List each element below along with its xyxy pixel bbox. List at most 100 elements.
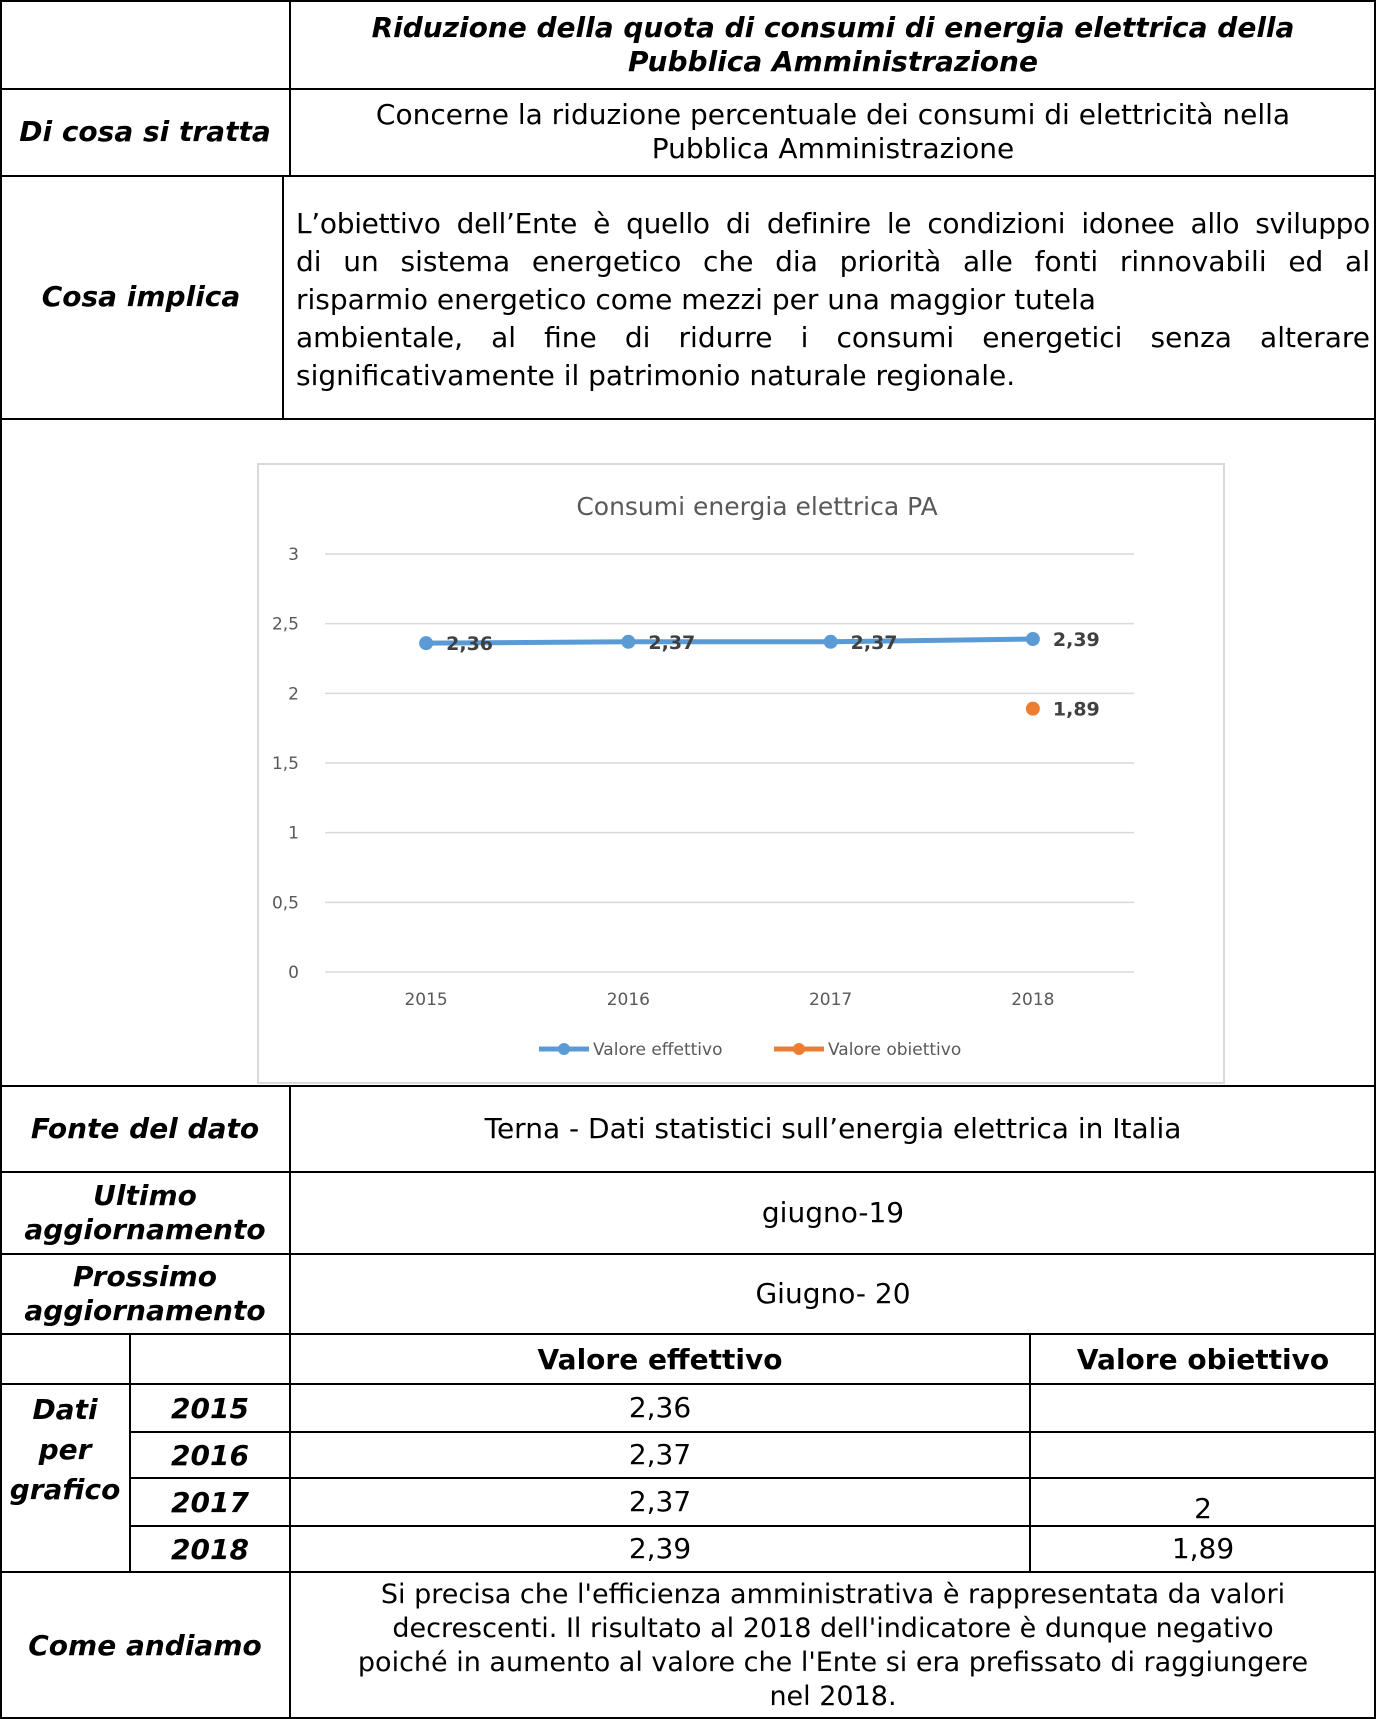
legend-marker (793, 1043, 805, 1055)
x-tick-label: 2016 (607, 990, 650, 1010)
chart-container: Consumi energia elettrica PA 0 0,5 1 1,5 2 2,… (257, 463, 1225, 1084)
ultimo-text: giugno-19 (761, 1196, 905, 1229)
cosa-implica-label-cell: Cosa implica (0, 176, 282, 418)
table-border (0, 88, 1376, 90)
effettivo-value: 2,37 (628, 1438, 692, 1471)
col-header-obiettivo-text: Valore obiettivo (1076, 1342, 1330, 1376)
ultimo-label-2: aggiornamento (24, 1213, 266, 1246)
fonte-label: Fonte del dato (30, 1112, 260, 1145)
come-andiamo-label-cell: Come andiamo (0, 1572, 290, 1719)
prossimo-text-cell: Giugno- 20 (290, 1254, 1376, 1334)
data-point (823, 634, 838, 649)
col-header-effettivo-text: Valore effettivo (537, 1342, 783, 1376)
table-border (129, 1334, 131, 1572)
ultimo-text-cell: giugno-19 (290, 1172, 1376, 1254)
legend-label: Valore obiettivo (828, 1040, 961, 1060)
year-label: 2016 (171, 1438, 249, 1472)
table-border (1029, 1334, 1031, 1572)
x-tick-label: 2018 (1011, 990, 1054, 1010)
col-header-effettivo: Valore effettivo (290, 1334, 1030, 1384)
y-tick-label: 1,5 (272, 754, 299, 774)
di-cosa-label: Di cosa si tratta (19, 115, 271, 148)
table-border (289, 1086, 291, 1719)
y-tick-label: 1 (288, 824, 299, 844)
line-chart: Consumi energia elettrica PA 0 0,5 1 1,5 2 2,… (272, 492, 1134, 1060)
effettivo-cell: 2,37 (290, 1478, 1030, 1526)
effettivo-value: 2,37 (628, 1485, 692, 1518)
prossimo-label-2: aggiornamento (24, 1294, 266, 1327)
come-andiamo-line: nel 2018. (769, 1680, 897, 1712)
effettivo-value: 2,36 (628, 1391, 692, 1424)
data-label: 2,37 (851, 632, 898, 654)
table-border (0, 1171, 1376, 1173)
dati-per-grafico-label: Dati per grafico (0, 1384, 130, 1572)
data-point (621, 634, 636, 649)
table-border-top (0, 0, 1376, 2)
table-border-bottom (0, 1717, 1376, 1719)
table-border (0, 1333, 1376, 1335)
data-point (419, 636, 434, 651)
come-andiamo-label: Come andiamo (28, 1628, 262, 1662)
legend-label: Valore effettivo (593, 1040, 722, 1060)
prossimo-label-1: Prossimo (72, 1260, 218, 1293)
ultimo-label-cell: Ultimo aggiornamento (0, 1172, 290, 1254)
effettivo-cell: 2,37 (290, 1432, 1030, 1478)
y-tick-label: 2,5 (272, 615, 299, 635)
come-andiamo-line: Si precisa che l'efficienza amministrati… (380, 1578, 1286, 1610)
fonte-text-cell: Terna - Dati statistici sull’energia ele… (290, 1086, 1376, 1172)
year-cell: 2015 (130, 1384, 290, 1432)
dati-label-line: per (38, 1433, 92, 1466)
ultimo-label-1: Ultimo (93, 1179, 197, 1212)
chart-title: Consumi energia elettrica PA (576, 492, 937, 521)
data-label: 2,37 (648, 632, 695, 654)
obiettivo-cell: 1,89 (1030, 1526, 1376, 1572)
y-tick-label: 2 (288, 684, 299, 704)
table-border (0, 1571, 1376, 1573)
data-point (1025, 631, 1040, 646)
di-cosa-text-cell: Concerne la riduzione percentuale dei co… (290, 88, 1376, 176)
obiettivo-cell: 2 (1030, 1478, 1376, 1526)
table-border (289, 0, 291, 176)
year-label: 2017 (171, 1485, 249, 1519)
legend-marker (558, 1043, 570, 1055)
cosa-implica-label: Cosa implica (41, 280, 241, 313)
come-andiamo-line: decrescenti. Il risultato al 2018 dell'i… (392, 1612, 1274, 1644)
table-border (130, 1477, 1376, 1479)
series-line (426, 636, 1033, 646)
data-label: 1,89 (1053, 699, 1100, 721)
prossimo-label-cell: Prossimo aggiornamento (0, 1254, 290, 1334)
table-border-right (1374, 0, 1376, 1719)
document-title: Riduzione della quota di consumi di ener… (290, 2, 1376, 88)
dati-label-line: Dati (32, 1393, 98, 1426)
table-border (282, 176, 284, 419)
year-label: 2015 (171, 1391, 249, 1425)
table-border (0, 1253, 1376, 1255)
y-tick-label: 0 (288, 963, 299, 983)
y-tick-label: 3 (288, 545, 299, 565)
cosa-implica-text: L’obiettivo dell’Ente è quello di defini… (296, 205, 1370, 395)
year-label: 2018 (171, 1532, 249, 1566)
effettivo-value: 2,39 (628, 1532, 692, 1565)
year-cell: 2017 (130, 1478, 290, 1526)
table-border (0, 1085, 1376, 1087)
di-cosa-text: Concerne la riduzione percentuale dei co… (375, 98, 1291, 165)
year-cell: 2016 (130, 1432, 290, 1478)
table-border (130, 1431, 1376, 1433)
effettivo-cell: 2,36 (290, 1384, 1030, 1432)
table-border (130, 1525, 1376, 1527)
obiettivo-cell (1030, 1384, 1376, 1432)
table-border (0, 175, 1376, 177)
y-tick-label: 0,5 (272, 893, 299, 913)
data-label: 2,39 (1053, 629, 1100, 651)
cosa-implica-line: ambientale, al fine di ridurre i consumi… (296, 321, 1370, 354)
data-label: 2,36 (446, 633, 493, 655)
fonte-text: Terna - Dati statistici sull’energia ele… (484, 1112, 1182, 1145)
fonte-label-cell: Fonte del dato (0, 1086, 290, 1172)
cosa-implica-line: di un sistema energetico che dia priorit… (296, 245, 1370, 278)
obiettivo-value: 1,89 (1171, 1532, 1235, 1565)
come-andiamo-line: poiché in aumento al valore che l'Ente s… (357, 1646, 1309, 1678)
data-point (1025, 701, 1040, 716)
x-tick-label: 2017 (809, 990, 852, 1010)
cosa-implica-line: significativamente il patrimonio natural… (296, 359, 1016, 392)
cosa-implica-line: L’obiettivo dell’Ente è quello di defini… (296, 207, 1370, 240)
